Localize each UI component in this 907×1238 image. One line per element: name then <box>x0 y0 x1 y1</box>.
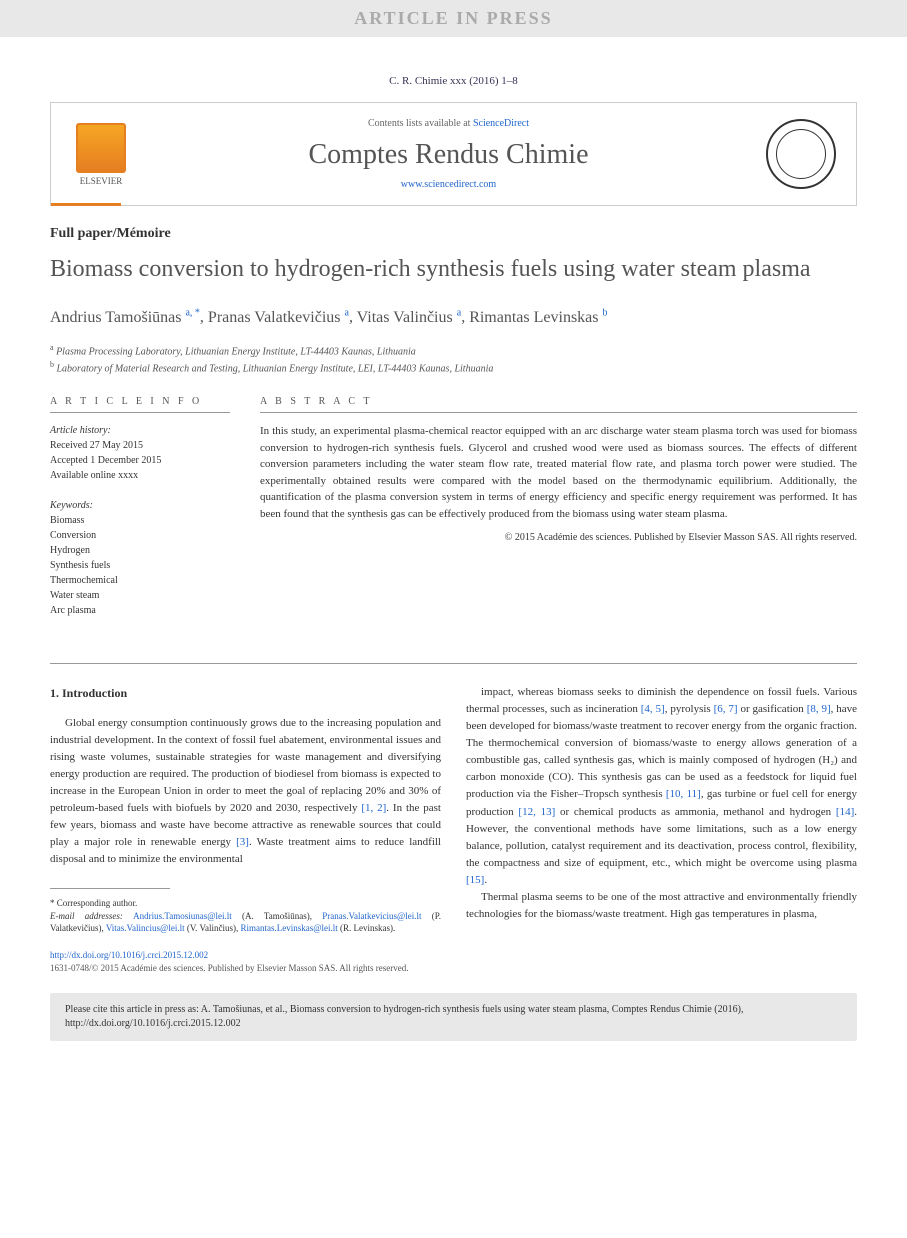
intro-paragraph-2: impact, whereas biomass seeks to diminis… <box>466 684 857 889</box>
reference-link[interactable]: [8, 9] <box>807 703 831 715</box>
author-name: Pranas Valatkevičius a <box>208 309 349 326</box>
keyword-item: Arc plasma <box>50 603 230 618</box>
keyword-item: Synthesis fuels <box>50 558 230 573</box>
reference-link[interactable]: [4, 5] <box>641 703 665 715</box>
author-email-link[interactable]: Rimantas.Levinskas@lei.lt <box>241 923 338 933</box>
keyword-item: Water steam <box>50 588 230 603</box>
article-title: Biomass conversion to hydrogen-rich synt… <box>50 254 857 285</box>
journal-header-box: ELSEVIER Contents lists available at Sci… <box>50 102 857 206</box>
reference-link[interactable]: [15] <box>466 874 484 886</box>
abstract-text: In this study, an experimental plasma-ch… <box>260 423 857 522</box>
history-label: Article history: <box>50 423 230 438</box>
authors-list: Andrius Tamošiūnas a, *, Pranas Valatkev… <box>50 305 857 329</box>
affiliation-line: b Laboratory of Material Research and Te… <box>50 359 857 376</box>
elsevier-tree-icon <box>76 123 126 173</box>
body-two-column: 1. Introduction Global energy consumptio… <box>50 684 857 935</box>
elsevier-logo: ELSEVIER <box>71 119 131 189</box>
reference-link[interactable]: [12, 13] <box>518 806 555 818</box>
keyword-item: Hydrogen <box>50 543 230 558</box>
academie-seal-icon <box>766 119 836 189</box>
contents-available-line: Contents lists available at ScienceDirec… <box>131 118 766 129</box>
keyword-item: Conversion <box>50 528 230 543</box>
keyword-item: Biomass <box>50 513 230 528</box>
column-left: 1. Introduction Global energy consumptio… <box>50 684 441 935</box>
doi-link[interactable]: http://dx.doi.org/10.1016/j.crci.2015.12… <box>50 950 857 960</box>
accent-bar <box>51 203 121 206</box>
bottom-copyright: 1631-0748/© 2015 Académie des sciences. … <box>50 963 857 973</box>
article-info-sidebar: A R T I C L E I N F O Article history: R… <box>50 396 230 633</box>
keyword-item: Thermochemical <box>50 573 230 588</box>
elsevier-label: ELSEVIER <box>80 176 123 186</box>
reference-link[interactable]: [3] <box>236 836 249 848</box>
history-item: Available online xxxx <box>50 468 230 483</box>
author-name: Vitas Valinčius a <box>357 309 462 326</box>
section-1-heading: 1. Introduction <box>50 684 441 703</box>
abstract-section: A B S T R A C T In this study, an experi… <box>260 396 857 633</box>
email-author-name: (V. Valinčius) <box>187 923 236 933</box>
affiliation-line: a Plasma Processing Laboratory, Lithuani… <box>50 342 857 359</box>
footnote-divider <box>50 888 170 889</box>
author-name: Andrius Tamošiūnas a, * <box>50 309 200 326</box>
author-email-link[interactable]: Vitas.Valincius@lei.lt <box>106 923 185 933</box>
reference-link[interactable]: [10, 11] <box>666 788 701 800</box>
email-author-name: (A. Tamošiūnas) <box>242 911 310 921</box>
article-type-label: Full paper/Mémoire <box>50 226 857 242</box>
email-author-name: (R. Levinskas) <box>340 923 393 933</box>
article-in-press-banner: ARTICLE IN PRESS <box>0 0 907 37</box>
history-item: Received 27 May 2015 <box>50 438 230 453</box>
journal-name: Comptes Rendus Chimie <box>131 139 766 171</box>
history-item: Accepted 1 December 2015 <box>50 453 230 468</box>
article-info-heading: A R T I C L E I N F O <box>50 396 230 413</box>
intro-paragraph-3: Thermal plasma seems to be one of the mo… <box>466 889 857 923</box>
keywords-label: Keywords: <box>50 498 230 513</box>
affiliations-list: a Plasma Processing Laboratory, Lithuani… <box>50 342 857 377</box>
reference-link[interactable]: [1, 2] <box>361 802 386 814</box>
journal-url[interactable]: www.sciencedirect.com <box>131 179 766 190</box>
author-email-link[interactable]: Andrius.Tamosiunas@lei.lt <box>133 911 232 921</box>
corresp-label: * Corresponding author. <box>50 897 441 910</box>
abstract-heading: A B S T R A C T <box>260 396 857 413</box>
abstract-copyright: © 2015 Académie des sciences. Published … <box>260 532 857 543</box>
reference-link[interactable]: [6, 7] <box>714 703 738 715</box>
cite-this-article-box: Please cite this article in press as: A.… <box>50 993 857 1041</box>
column-right: impact, whereas biomass seeks to diminis… <box>466 684 857 935</box>
corresponding-author-footnote: * Corresponding author. E-mail addresses… <box>50 897 441 935</box>
reference-link[interactable]: [14] <box>836 806 854 818</box>
citation-header: C. R. Chimie xxx (2016) 1–8 <box>50 75 857 87</box>
intro-paragraph-1: Global energy consumption continuously g… <box>50 715 441 868</box>
sciencedirect-link[interactable]: ScienceDirect <box>473 118 529 129</box>
author-name: Rimantas Levinskas b <box>469 309 607 326</box>
author-email-link[interactable]: Pranas.Valatkevicius@lei.lt <box>322 911 421 921</box>
section-divider <box>50 663 857 664</box>
